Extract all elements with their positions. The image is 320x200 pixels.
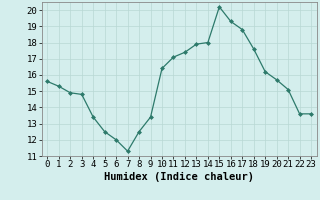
X-axis label: Humidex (Indice chaleur): Humidex (Indice chaleur)	[104, 172, 254, 182]
